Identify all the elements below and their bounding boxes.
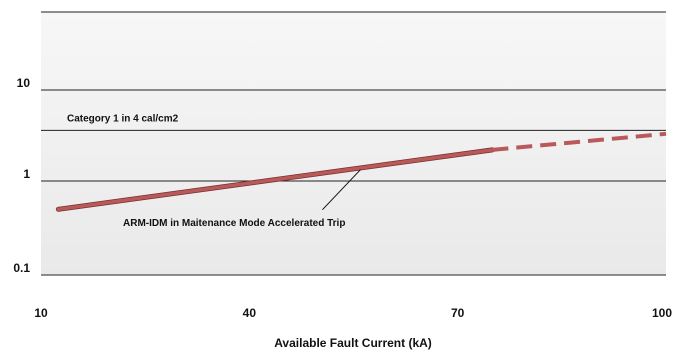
x-tick-label-10: 10: [34, 306, 48, 320]
x-tick-label-100: 100: [652, 306, 672, 320]
annotation-label: ARM-IDM in Maitenance Mode Accelerated T…: [123, 218, 345, 229]
x-axis-label: Available Fault Current (kA): [274, 336, 432, 350]
series-line-solid-0: [56, 148, 495, 212]
y-tick-label-10: 10: [17, 76, 31, 90]
series-line-dashed-0: [492, 131, 667, 152]
x-tick-label-70: 70: [451, 306, 465, 320]
annotation-leader-line: [322, 169, 361, 211]
y-tick-label-0.1: 0.1: [13, 261, 30, 275]
y-tick-label-1: 1: [23, 167, 30, 181]
category-band-label: Category 1 in 4 cal/cm2: [67, 113, 179, 124]
x-tick-label-40: 40: [243, 306, 257, 320]
plot-background: [41, 12, 666, 275]
